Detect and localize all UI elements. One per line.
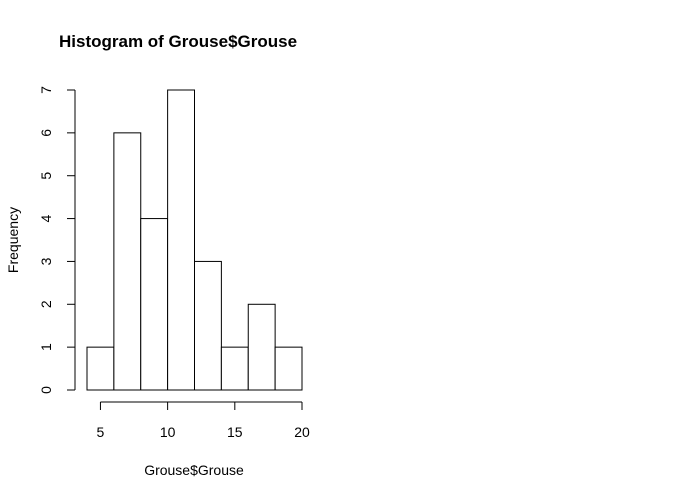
y-tick-label-1: 1 [38, 343, 54, 351]
y-tick-label-2: 2 [38, 300, 54, 308]
y-tick-label-7: 7 [38, 86, 54, 94]
histogram-bar-6 [220, 346, 249, 391]
y-tick-label-3: 3 [38, 257, 54, 265]
y-axis: 0 1 2 3 4 5 6 7 [38, 86, 76, 394]
y-tick-label-6: 6 [38, 129, 54, 137]
x-tick-label-10: 10 [160, 424, 176, 440]
chart-title: Histogram of Grouse$Grouse [59, 32, 297, 51]
x-axis: 5 10 15 20 [97, 401, 310, 440]
y-axis-label: Frequency [5, 207, 21, 273]
y-tick-label-5: 5 [38, 172, 54, 180]
x-tick-label-15: 15 [227, 424, 243, 440]
histogram-bar-2 [113, 132, 142, 391]
histogram-bar-5 [194, 260, 222, 391]
histogram-bar-3 [140, 218, 169, 391]
histogram-bar-8 [274, 346, 303, 391]
y-tick-label-0: 0 [38, 386, 54, 394]
x-tick-label-5: 5 [97, 424, 105, 440]
y-tick-label-4: 4 [38, 214, 54, 222]
histogram-bar-1 [86, 346, 115, 391]
x-tick-label-20: 20 [294, 424, 310, 440]
histogram-bar-7 [247, 303, 276, 391]
histogram-bar-4 [167, 89, 195, 391]
bars-group [86, 89, 303, 391]
x-axis-label: Grouse$Grouse [144, 462, 244, 478]
